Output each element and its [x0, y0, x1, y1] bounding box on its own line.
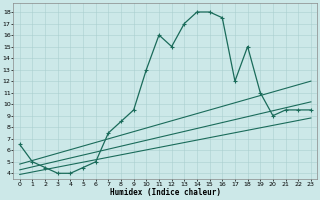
X-axis label: Humidex (Indice chaleur): Humidex (Indice chaleur) — [110, 188, 221, 197]
